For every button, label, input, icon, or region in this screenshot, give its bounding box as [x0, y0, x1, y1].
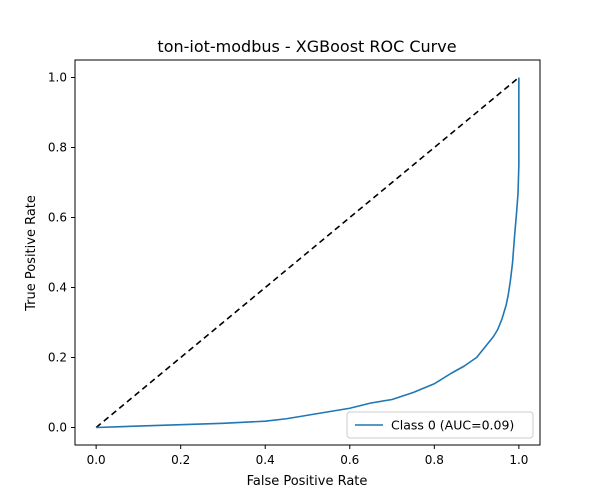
y-axis-label: True Positive Rate [24, 195, 39, 312]
x-tick-label: 0.8 [425, 453, 444, 467]
x-tick-label: 0.2 [171, 453, 190, 467]
legend-box [346, 411, 534, 439]
x-tick-label: 0.4 [256, 453, 275, 467]
plot-frame [74, 59, 541, 446]
y-tick-label: 0.8 [48, 141, 67, 155]
x-tick-label: 0.6 [340, 453, 359, 467]
roc-curve-class-0 [96, 77, 520, 429]
y-tick-label: 0.2 [48, 351, 67, 365]
chart-title: ton-iot-modbus - XGBoost ROC Curve [157, 37, 456, 56]
plot-area: 0.0 0.2 0.4 0.6 0.8 1.0 0.0 0.2 0.4 0.6 0.8 1.0 Clas… [48, 59, 541, 467]
x-tick-label: 1.0 [509, 453, 528, 467]
x-axis-label: False Positive Rate [247, 474, 368, 489]
x-tick-label: 0.0 [87, 453, 106, 467]
legend-label-class-0: Class 0 (AUC=0.09) [391, 418, 514, 433]
y-tick-label: 0.4 [48, 281, 67, 295]
y-tick-label: 0.0 [48, 421, 67, 435]
y-tick-label: 1.0 [48, 71, 67, 85]
chance-diagonal-line [95, 76, 520, 429]
y-tick-label: 0.6 [48, 211, 67, 225]
